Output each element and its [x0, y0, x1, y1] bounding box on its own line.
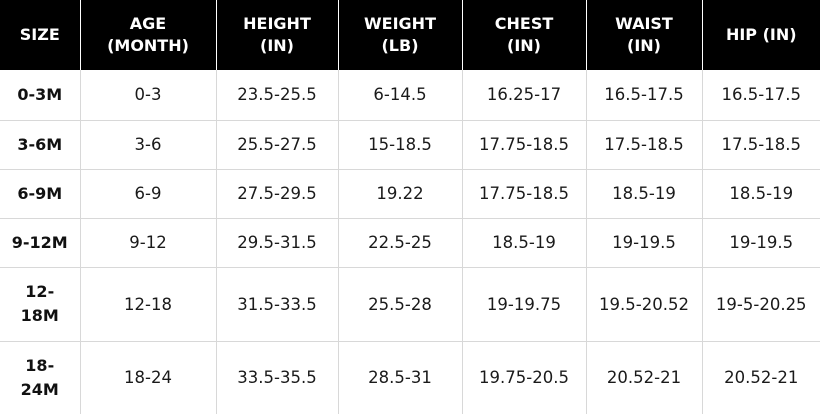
cell-waist: 19.5-20.52 — [585, 267, 702, 342]
cell-age: 6-9 — [79, 169, 216, 219]
cell-size-line: 3-6M — [17, 134, 63, 154]
cell-chest: 17.75-18.5 — [461, 120, 586, 170]
cell-waist: 19-19.5 — [585, 218, 702, 268]
cell-age: 0-3 — [79, 70, 216, 121]
header-age-line-1: AGE — [129, 14, 167, 33]
cell-hip: 17.5-18.5 — [701, 120, 820, 170]
cell-size: 12- 18M — [0, 267, 80, 342]
cell-age: 9-12 — [79, 218, 216, 268]
cell-hip: 19-19.5 — [701, 218, 820, 268]
header-waist-line-1: WAISt — [615, 14, 673, 33]
header-waist: WAISt (IN) — [585, 0, 702, 70]
header-weight-line-1: WEIGHT — [364, 14, 436, 33]
cell-hip: 19-5-20.25 — [701, 267, 820, 342]
header-age-line-2: (MONTH) — [107, 36, 189, 55]
table-row: 0-3M 0-3 23.5-25.5 6-14.5 16.25-17 16.5-17.5 1… — [0, 70, 820, 121]
cell-size: 9-12M — [0, 218, 80, 268]
header-weight-line-2: (LB) — [381, 36, 419, 55]
cell-weight: 6-14.5 — [337, 70, 462, 121]
table-row: 6-9M 6-9 27.5-29.5 19.22 17.75-18.5 18.5-19 18… — [0, 169, 820, 219]
header-size-line: SIZE — [19, 25, 60, 44]
cell-weight: 25.5-28 — [337, 267, 462, 342]
cell-size-line: 0-3M — [17, 84, 63, 104]
header-size: SIZE — [0, 0, 80, 70]
cell-age: 18-24 — [79, 341, 216, 414]
table-row: 3-6M 3-6 25.5-27.5 15-18.5 17.75-18.5 17.5-18… — [0, 120, 820, 170]
cell-size: 3-6M — [0, 120, 80, 170]
cell-chest: 19-19.75 — [461, 267, 586, 342]
cell-height: 25.5-27.5 — [215, 120, 338, 170]
cell-weight: 28.5-31 — [337, 341, 462, 414]
cell-height: 23.5-25.5 — [215, 70, 338, 121]
cell-height: 27.5-29.5 — [215, 169, 338, 219]
header-age: AGE (MONTH) — [79, 0, 216, 70]
header-chest: CHEST (IN) — [461, 0, 586, 70]
cell-hip: 18.5-19 — [701, 169, 820, 219]
cell-age: 3-6 — [79, 120, 216, 170]
cell-chest: 19.75-20.5 — [461, 341, 586, 414]
header-weight: WEIGHT (LB) — [337, 0, 462, 70]
cell-waist: 18.5-19 — [585, 169, 702, 219]
header-height-line-2: (IN) — [260, 36, 294, 55]
cell-weight: 22.5-25 — [337, 218, 462, 268]
cell-size-line: 12- — [25, 282, 55, 301]
cell-chest: 16.25-17 — [461, 70, 586, 121]
cell-chest: 18.5-19 — [461, 218, 586, 268]
cell-age: 12-18 — [79, 267, 216, 342]
cell-weight: 19.22 — [337, 169, 462, 219]
cell-size: 0-3M — [0, 70, 80, 121]
table-header: SIZE AGE (MONTH) HEIGHT (IN) WEIGHT (LB)… — [0, 0, 820, 70]
table-body: 0-3M 0-3 23.5-25.5 6-14.5 16.25-17 16.5-17.5 1… — [0, 70, 820, 414]
cell-height: 29.5-31.5 — [215, 218, 338, 268]
cell-chest: 17.75-18.5 — [461, 169, 586, 219]
header-hip: HIP (IN) — [701, 0, 820, 70]
cell-size-line: 18M — [20, 306, 59, 325]
header-hip-line: HIP (IN) — [725, 25, 797, 44]
cell-waist: 20.52-21 — [585, 341, 702, 414]
header-height: HEIGHT (IN) — [215, 0, 338, 70]
header-waist-line-2: (IN) — [627, 36, 661, 55]
cell-size: 18- 24M — [0, 341, 80, 414]
table-row: 9-12M 9-12 29.5-31.5 22.5-25 18.5-19 19-19.5 1… — [0, 218, 820, 268]
cell-size: 6-9M — [0, 169, 80, 219]
cell-size-line: 18- — [25, 355, 55, 375]
cell-waist: 16.5-17.5 — [585, 70, 702, 121]
cell-size-line: 6-9M — [17, 183, 63, 203]
cell-hip: 16.5-17.5 — [701, 70, 820, 121]
cell-height: 31.5-33.5 — [215, 267, 338, 342]
cell-weight: 15-18.5 — [337, 120, 462, 170]
table-row: 18- 24M 18-24 33.5-35.5 28.5-31 19.75-20.5 20.… — [0, 341, 820, 414]
cell-hip: 20.52-21 — [701, 341, 820, 414]
cell-size-line: 24M — [20, 379, 59, 399]
header-height-line-1: HEIGHT — [243, 14, 311, 33]
header-chest-line-2: (IN) — [507, 36, 541, 55]
table-row: 12- 18M 12-18 31.5-33.5 25.5-28 19-19.75 19.5-… — [0, 267, 820, 342]
header-chest-line-1: CHEST — [494, 14, 554, 33]
cell-height: 33.5-35.5 — [215, 341, 338, 414]
header-row: SIZE AGE (MONTH) HEIGHT (IN) WEIGHT (LB)… — [0, 0, 820, 70]
cell-size-line: 9-12M — [11, 232, 68, 252]
cell-waist: 17.5-18.5 — [585, 120, 702, 170]
